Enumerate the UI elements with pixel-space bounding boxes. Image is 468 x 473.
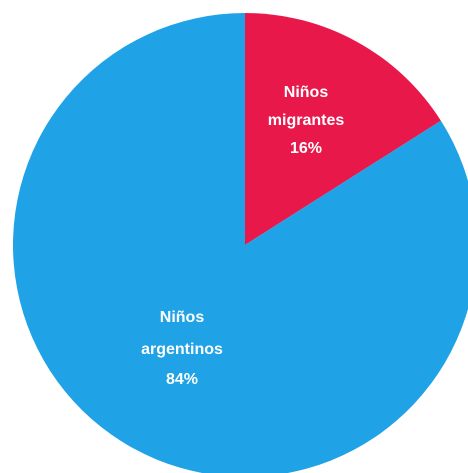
slice-value-migrantes: 16% [290,140,322,157]
slice-value-argentinos: 84% [166,371,198,388]
slice-label-argentinos-line2: argentinos [141,341,223,358]
pie-slices [13,13,468,473]
slice-label-argentinos-line1: Niños [160,309,205,326]
pie-slice-migrantes [245,13,441,245]
slice-label-migrantes-line1: Niños [284,84,329,101]
slice-label-migrantes-line2: migrantes [268,112,345,129]
pie-slice-argentinos [13,13,468,473]
